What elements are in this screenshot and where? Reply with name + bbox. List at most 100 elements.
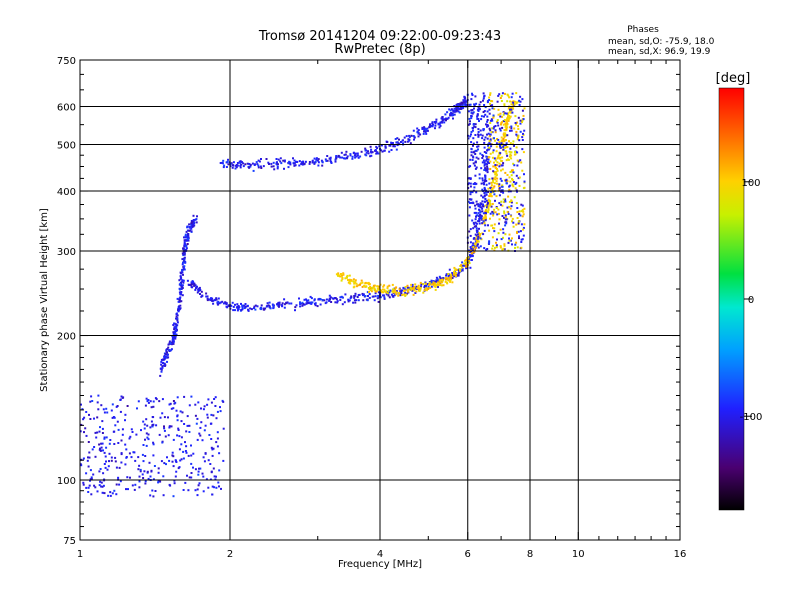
data-point bbox=[394, 291, 397, 294]
data-point bbox=[403, 290, 405, 293]
data-point bbox=[515, 102, 518, 105]
data-point bbox=[119, 480, 122, 483]
data-point bbox=[202, 475, 205, 478]
data-point bbox=[294, 164, 297, 167]
data-point bbox=[495, 150, 498, 153]
data-point bbox=[496, 169, 499, 172]
data-point bbox=[516, 231, 518, 234]
data-point bbox=[206, 295, 209, 298]
data-point bbox=[498, 142, 501, 145]
data-point bbox=[236, 309, 239, 312]
data-point bbox=[422, 291, 425, 294]
data-point bbox=[503, 120, 506, 123]
data-point bbox=[120, 439, 123, 442]
data-point bbox=[500, 169, 502, 172]
data-point bbox=[216, 431, 219, 434]
data-point bbox=[149, 475, 152, 478]
data-point bbox=[489, 104, 492, 107]
data-point bbox=[498, 162, 501, 165]
data-point bbox=[321, 299, 324, 301]
data-point bbox=[283, 298, 286, 301]
data-point bbox=[423, 127, 426, 130]
data-point bbox=[101, 485, 104, 488]
data-point bbox=[515, 189, 518, 192]
data-point bbox=[496, 177, 499, 180]
data-point bbox=[151, 489, 154, 492]
data-point bbox=[487, 187, 490, 190]
data-point bbox=[517, 222, 520, 225]
data-point bbox=[267, 304, 270, 307]
data-point bbox=[469, 266, 472, 269]
data-point bbox=[516, 159, 519, 162]
data-point bbox=[508, 110, 511, 113]
data-point bbox=[494, 131, 497, 134]
data-point bbox=[517, 134, 520, 137]
data-point bbox=[467, 200, 470, 203]
data-point bbox=[475, 166, 478, 169]
data-point bbox=[409, 287, 412, 290]
data-point bbox=[451, 277, 454, 279]
data-point bbox=[166, 348, 169, 350]
data-point bbox=[85, 434, 88, 437]
data-point bbox=[455, 269, 458, 271]
data-point bbox=[487, 191, 490, 193]
data-point bbox=[464, 262, 467, 265]
data-point bbox=[510, 157, 513, 160]
data-point bbox=[343, 153, 346, 156]
data-point bbox=[473, 237, 476, 239]
data-point bbox=[396, 137, 399, 140]
data-point bbox=[479, 101, 482, 104]
data-point bbox=[172, 400, 175, 402]
data-point bbox=[378, 285, 381, 288]
data-point bbox=[139, 470, 142, 473]
data-point bbox=[222, 400, 225, 403]
data-point bbox=[498, 187, 501, 190]
data-point bbox=[288, 160, 291, 163]
data-point bbox=[487, 205, 490, 208]
data-point bbox=[500, 100, 503, 102]
data-point bbox=[449, 274, 452, 277]
data-point bbox=[138, 486, 141, 489]
data-point bbox=[87, 486, 90, 489]
data-point bbox=[485, 248, 488, 251]
data-point bbox=[134, 483, 137, 486]
data-point bbox=[489, 92, 492, 95]
data-point bbox=[164, 435, 167, 438]
data-point bbox=[187, 239, 190, 242]
data-point bbox=[487, 224, 489, 227]
data-point bbox=[277, 158, 280, 161]
data-point bbox=[483, 161, 486, 164]
data-point bbox=[479, 129, 482, 132]
data-point bbox=[498, 93, 501, 96]
data-point bbox=[194, 414, 197, 417]
data-point bbox=[523, 129, 526, 132]
data-point bbox=[84, 427, 87, 430]
data-point bbox=[198, 467, 200, 470]
data-point bbox=[490, 184, 493, 187]
data-point bbox=[118, 466, 121, 469]
data-point bbox=[211, 493, 214, 496]
data-point bbox=[168, 483, 171, 486]
data-point bbox=[315, 157, 318, 160]
data-point bbox=[252, 169, 255, 172]
data-point bbox=[476, 237, 479, 240]
data-point bbox=[507, 119, 510, 122]
data-point bbox=[172, 336, 174, 339]
data-point bbox=[192, 281, 195, 283]
data-point bbox=[349, 153, 352, 156]
data-point bbox=[468, 198, 471, 201]
data-point bbox=[352, 280, 355, 283]
data-point bbox=[474, 134, 477, 136]
data-point bbox=[503, 212, 506, 215]
data-point bbox=[120, 461, 123, 464]
data-point bbox=[493, 227, 496, 230]
data-point bbox=[113, 489, 116, 492]
data-point bbox=[210, 470, 213, 473]
data-point bbox=[257, 159, 260, 162]
data-point bbox=[282, 159, 285, 162]
data-point bbox=[491, 188, 494, 190]
data-point bbox=[501, 156, 504, 159]
data-point bbox=[369, 155, 372, 158]
data-point bbox=[436, 278, 439, 281]
data-point bbox=[177, 309, 179, 312]
